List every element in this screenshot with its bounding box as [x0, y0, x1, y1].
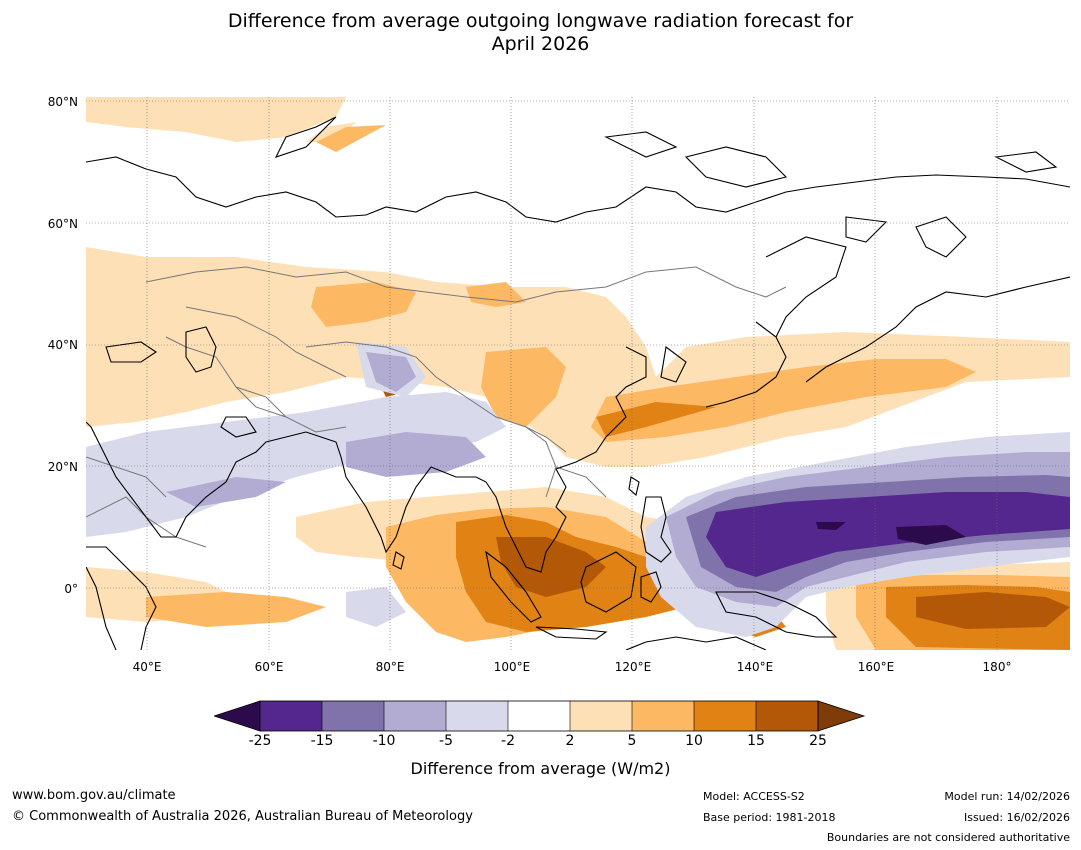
- lat-label-40n: 40°N: [47, 338, 78, 352]
- lon-label-80e: 80°E: [375, 660, 405, 674]
- lon-label-40e: 40°E: [132, 660, 162, 674]
- country-boundaries: [86, 266, 787, 548]
- colorbar-label: Difference from average (W/m2): [410, 759, 671, 778]
- lon-label-60e: 60°E: [254, 660, 284, 674]
- colorbar-bin-4: [446, 701, 508, 731]
- anomaly-darkest-purple: [816, 522, 966, 545]
- lon-label-140e: 140°E: [736, 660, 774, 674]
- colorbar-tick: -2: [501, 733, 515, 749]
- colorbar-tick: -25: [248, 733, 272, 749]
- coastlines: [86, 116, 1070, 650]
- copyright-text: © Commonwealth of Australia 2026, Austra…: [12, 809, 473, 824]
- colorbar-bin-6: [570, 701, 632, 731]
- model-run-text: Model run: 14/02/2026: [944, 790, 1070, 803]
- title-line-2: April 2026: [491, 33, 590, 55]
- issued-text: Issued: 16/02/2026: [963, 811, 1070, 824]
- colorbar-dividers: [321, 701, 757, 731]
- colorbar-bin-9: [756, 701, 818, 731]
- colorbar-tick: 15: [747, 733, 765, 749]
- colorbar-tick: 10: [685, 733, 703, 749]
- colorbar-tick: -10: [372, 733, 396, 749]
- colorbar-tick: 25: [809, 733, 827, 749]
- colorbar-tick: 5: [627, 733, 637, 749]
- colorbar-bin-8: [694, 701, 756, 731]
- lon-label-160e: 160°E: [857, 660, 895, 674]
- colorbar-extend-high: [817, 700, 866, 732]
- website-link[interactable]: www.bom.gov.au/climate: [12, 788, 176, 803]
- map-canvas: [86, 97, 1070, 650]
- lat-label-20n: 20°N: [47, 460, 78, 474]
- gridlines: [86, 97, 1070, 650]
- anomaly-dark-purple: [706, 492, 1070, 577]
- colorbar-frame: [259, 700, 819, 732]
- olr-anomaly-map: [86, 97, 1070, 650]
- disclaimer-text: Boundaries are not considered authoritat…: [826, 831, 1070, 844]
- colorbar-bin-5: [508, 701, 570, 731]
- lon-label-180: 180°: [982, 660, 1012, 674]
- model-text: Model: ACCESS-S2: [703, 790, 805, 803]
- lat-label-0: 0°: [64, 582, 78, 596]
- colorbar-bin-7: [632, 701, 694, 731]
- colorbar-tick: 2: [565, 733, 575, 749]
- lon-label-120e: 120°E: [614, 660, 652, 674]
- lat-label-60n: 60°N: [47, 217, 78, 231]
- colorbar-bin-2: [322, 701, 384, 731]
- title-line-1: Difference from average outgoing longwav…: [227, 10, 854, 32]
- map-title: Difference from average outgoing longwav…: [0, 10, 1081, 56]
- lat-label-80n: 80°N: [47, 95, 78, 109]
- base-period-text: Base period: 1981-2018: [703, 811, 836, 824]
- colorbar-tick: -5: [439, 733, 453, 749]
- colorbar: [214, 700, 866, 732]
- colorbar-bin-3: [384, 701, 446, 731]
- colorbar-tick: -15: [310, 733, 334, 749]
- lon-label-100e: 100°E: [493, 660, 531, 674]
- colorbar-bin-1: [260, 701, 322, 731]
- colorbar-extend-low: [214, 700, 261, 732]
